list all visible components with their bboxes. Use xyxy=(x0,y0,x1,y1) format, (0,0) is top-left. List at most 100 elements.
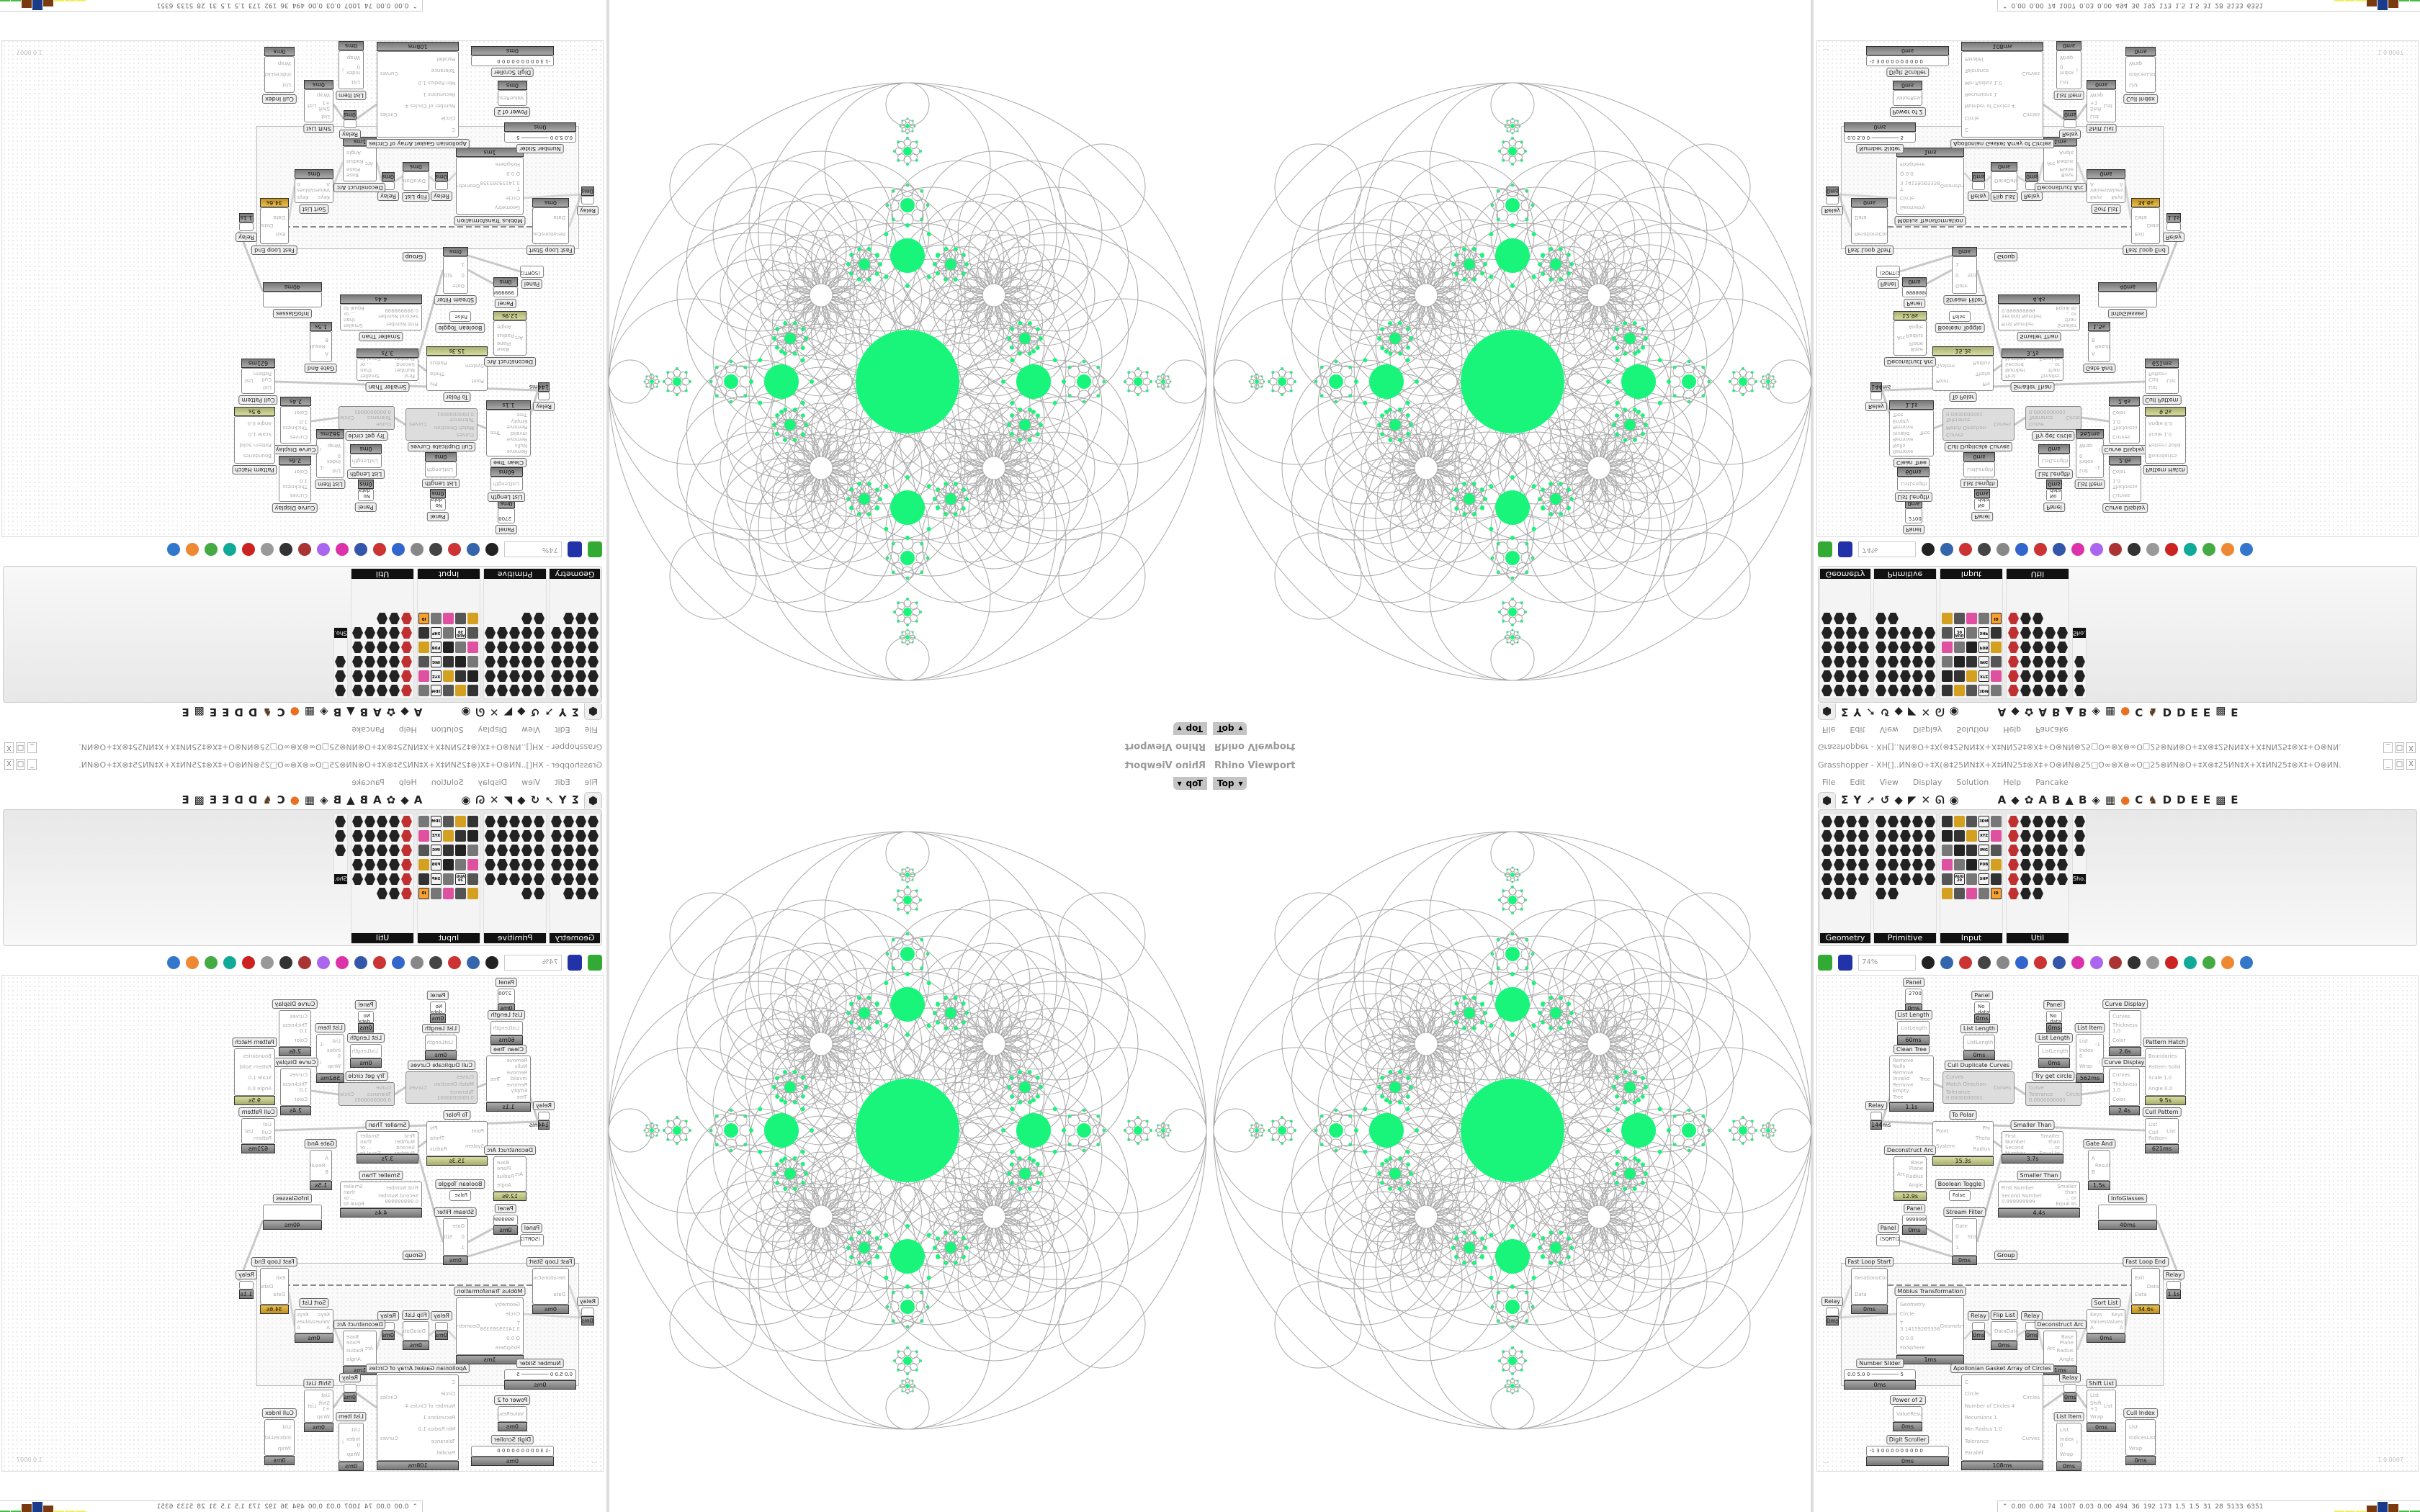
input-port[interactable]: Curves xyxy=(1946,431,1964,438)
input-port[interactable]: Angle 0.0 xyxy=(2148,420,2173,427)
output-port[interactable]: Values A xyxy=(297,181,314,193)
component-fast-loop-start[interactable]: Fast Loop StartIterationsDataCounterData… xyxy=(526,1257,575,1314)
input-port[interactable]: Q 0.0 xyxy=(506,1336,520,1342)
component-icon[interactable] xyxy=(401,642,412,653)
component-icon-shp[interactable]: SHP xyxy=(431,627,442,639)
menu-item-help[interactable]: Help xyxy=(398,725,417,734)
input-port[interactable]: A xyxy=(325,350,328,356)
input-port[interactable]: Second Number xyxy=(394,1145,415,1154)
input-port[interactable]: List xyxy=(2090,1392,2099,1399)
input-port[interactable]: Shift +1 xyxy=(2090,1400,2102,1412)
component-deconstruct-arc[interactable]: Deconstruct Arc Arc Base Plane Radius Angle 1… xyxy=(483,1146,537,1201)
output-port[interactable]: Smaller than xyxy=(344,317,363,328)
component-panel[interactable]: Panel999999990ms xyxy=(493,1204,518,1235)
component-icon[interactable] xyxy=(364,642,375,653)
input-port[interactable]: List xyxy=(351,1426,360,1433)
component-panel[interactable]: Panel2700320ms xyxy=(1903,499,1924,534)
component-icon[interactable] xyxy=(389,888,400,899)
component-value[interactable]: (SQRT(2)-1+1/8.12)*1 xyxy=(520,1236,540,1242)
tab-icon-0[interactable]: ⬢ xyxy=(1818,791,1837,809)
input-port[interactable]: Index 0 xyxy=(2060,64,2074,76)
component-cull-duplicate-curves[interactable]: Cull Duplicate Curves Curves Match Directi… xyxy=(405,1061,478,1104)
component-digit-scroller[interactable]: Digit Scroller -1 3 0 0 0 0 0 0 0 0 0 0ms xyxy=(1866,46,1949,77)
component-icon[interactable] xyxy=(1924,685,1935,696)
component-icon[interactable] xyxy=(455,816,466,827)
output-port[interactable]: ... or Equal to xyxy=(2056,1195,2076,1207)
green-shape-icon[interactable] xyxy=(205,956,218,969)
component-icon[interactable] xyxy=(467,685,478,696)
component-relay[interactable]: Relay 1.1s xyxy=(2163,213,2184,242)
component-icon[interactable] xyxy=(521,830,532,842)
component-icon[interactable] xyxy=(335,685,346,696)
package-icon[interactable] xyxy=(336,956,349,969)
component-value[interactable]: 99999999 xyxy=(1906,1217,1926,1223)
expand-icon[interactable]: ⌃ xyxy=(2002,1,2008,9)
input-port[interactable]: Values A xyxy=(313,181,330,193)
input-port[interactable]: Boundaries xyxy=(2148,453,2177,459)
component-icon[interactable] xyxy=(534,670,544,682)
ribbon-panel-label[interactable]: Primitive xyxy=(1874,933,1936,943)
component-icon[interactable] xyxy=(485,627,496,639)
input-port[interactable]: 0 xyxy=(461,1233,465,1240)
output-port[interactable]: List xyxy=(2166,378,2176,384)
component-value[interactable]: No data was xyxy=(359,489,370,499)
tab-9[interactable]: ● xyxy=(2120,793,2130,806)
component-icon[interactable] xyxy=(575,656,586,667)
input-port[interactable]: Value xyxy=(1896,1411,1911,1417)
component-cull-pattern[interactable]: Cull Pattern List Cull Pattern List 621ms xyxy=(238,1107,278,1153)
gha-icon[interactable] xyxy=(2015,956,2028,969)
component-icon[interactable] xyxy=(467,816,478,827)
input-port[interactable]: Iterations xyxy=(541,230,565,237)
component-pattern-hatch[interactable]: Pattern Hatch Boundaries Pattern Solid Scal… xyxy=(232,1038,277,1105)
tab-icon-7[interactable]: ✕ xyxy=(489,706,499,719)
input-port[interactable]: Match Direction xyxy=(1946,1081,1986,1088)
tab-14[interactable]: E xyxy=(222,793,230,806)
component-icon[interactable] xyxy=(1991,859,2002,870)
component-value[interactable]: -1 3 0 0 0 0 0 0 0 0 0 xyxy=(1870,58,1923,64)
component-deconstruct-arc[interactable]: Deconstruct Arc Arc Base Plane Radius Angle 1… xyxy=(1883,1146,1937,1201)
component-icon[interactable] xyxy=(2008,656,2019,667)
ribbon-panel-label[interactable]: Geometry xyxy=(1820,933,1870,943)
input-port[interactable]: Scale 1.0 xyxy=(248,431,272,438)
output-port[interactable]: -1 xyxy=(2095,464,2100,470)
ribbon-panel-label[interactable]: Sho... xyxy=(331,874,347,884)
ribbon-panel-label[interactable]: Util xyxy=(351,933,413,943)
component-icon[interactable] xyxy=(551,670,562,682)
input-port[interactable]: List xyxy=(2042,1048,2051,1054)
component-icon[interactable] xyxy=(1900,627,1911,639)
output-port[interactable]: Radius xyxy=(1906,1174,1923,1180)
component-list-length[interactable]: List Length List Length 0ms xyxy=(421,452,460,488)
output-port[interactable]: Values A xyxy=(2106,181,2123,193)
component-digit-scroller[interactable]: Digit Scroller -1 3 0 0 0 0 0 0 0 0 0 0ms xyxy=(1866,1435,1949,1466)
input-port[interactable]: 1 xyxy=(461,261,465,267)
component-icon[interactable] xyxy=(2008,642,2019,653)
zoom-field[interactable]: 74% xyxy=(1858,541,1916,557)
component-icon[interactable] xyxy=(1954,845,1965,856)
input-port[interactable]: Circle xyxy=(441,1391,455,1398)
component-boolean-toggle[interactable]: Boolean Toggle False xyxy=(1935,311,1985,333)
component-fast-loop-end[interactable]: Fast Loop End Exit Data Data 34.6s xyxy=(251,1257,297,1314)
sketch-icon[interactable] xyxy=(448,543,461,556)
component-icon[interactable] xyxy=(1966,816,1977,827)
component-icon[interactable] xyxy=(1924,627,1935,639)
component-icon[interactable] xyxy=(1846,613,1857,624)
component-icon[interactable] xyxy=(509,685,520,696)
input-port[interactable]: Geometry xyxy=(495,1301,520,1308)
input-port[interactable]: Recursions 1 xyxy=(1965,1414,1997,1421)
input-port[interactable]: Second Number xyxy=(2005,1145,2026,1154)
input-port[interactable]: Remove Nulls xyxy=(1893,1058,1914,1070)
output-port[interactable]: Curves xyxy=(1993,1084,2011,1091)
menu-item-display[interactable]: Display xyxy=(1912,778,1942,787)
component-icon[interactable] xyxy=(1858,873,1869,885)
input-port[interactable]: Wrap xyxy=(327,1063,341,1070)
output-port[interactable]: Data xyxy=(2146,1283,2159,1290)
menu-item-file[interactable]: File xyxy=(1822,778,1836,787)
tab-icon-8[interactable]: ᘏ xyxy=(1935,706,1945,719)
component-icon[interactable] xyxy=(1912,670,1923,682)
red-shape-icon[interactable] xyxy=(2165,543,2178,556)
tab-13[interactable]: D xyxy=(2177,706,2186,719)
component-icon[interactable] xyxy=(2057,656,2068,667)
output-port[interactable]: Angle xyxy=(1909,1182,1923,1189)
input-port[interactable]: Q 0.0 xyxy=(506,170,520,176)
component-apollonian-gasket-array-of-circles[interactable]: Apollonian Gasket Array of Circles C Circl… xyxy=(366,1364,470,1470)
